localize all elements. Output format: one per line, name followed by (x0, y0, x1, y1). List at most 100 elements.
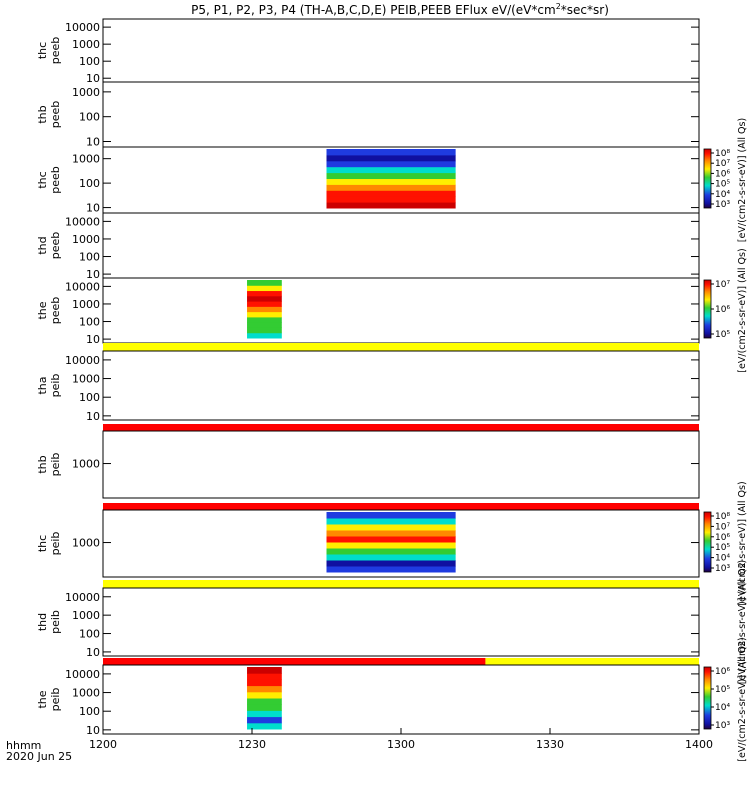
y-tick-label: 10 (86, 646, 100, 659)
y-tick-label: 10000 (65, 591, 100, 604)
panel-ylabel-probe: thb (36, 105, 49, 123)
colorbar-tick-label: 10⁷ (715, 280, 730, 290)
flag-bar-segment (103, 580, 699, 588)
flag-bar-segment (103, 424, 699, 431)
spectrogram-band (247, 332, 282, 339)
spectrogram-band (247, 306, 282, 313)
panel-ylabel-probe: thb (36, 455, 49, 473)
panel-frame (102, 509, 700, 578)
colorbar-tick-label: 10⁶ (715, 533, 730, 543)
y-tick-label: 100 (79, 628, 100, 641)
colorbar-label: [eV/(cm2-s-sr-eV)] (All Qs) (737, 248, 748, 372)
panel-2: 1000 100 10 thb peeb (36, 81, 700, 148)
spectrogram-band (247, 698, 282, 705)
panel-ylabel-probe: thc (36, 42, 49, 59)
spectrogram-block (326, 512, 456, 573)
y-tick-label: 1000 (72, 373, 100, 386)
colorbar-tick-label: 10⁴ (715, 554, 730, 564)
panel-ylabel-instrument: peib (49, 374, 62, 398)
y-tick-label: 1000 (72, 38, 100, 51)
spectrogram-band (247, 704, 282, 711)
colorbar-tick-label: 10³ (715, 721, 730, 731)
y-tick-label: 100 (79, 391, 100, 404)
flag-bar-segment (103, 343, 699, 351)
colorbar-tick-label: 10³ (715, 564, 730, 574)
panel-ylabel-instrument: peib (49, 688, 62, 712)
spectrogram-band (326, 184, 456, 191)
spectrogram-block (326, 149, 456, 209)
colorbar: 10⁷ 10⁶ 10⁵ (703, 279, 730, 340)
panel-ylabel-instrument: peib (49, 610, 62, 634)
colorbar-tick-label: 10⁴ (715, 190, 730, 200)
panel-ylabel-probe: the (36, 301, 49, 319)
spectrogram-band (326, 196, 456, 203)
panel-ylabel-instrument: peib (49, 453, 62, 477)
spectrogram-band (247, 311, 282, 318)
spectrogram-block (247, 280, 282, 339)
x-axis-label: hhmm (6, 739, 41, 752)
panel-6: 10000 1000 100 10 tha peib (36, 343, 700, 423)
spectrogram-band (326, 172, 456, 179)
y-tick-label: 10 (86, 135, 100, 148)
spectrogram-band (247, 673, 282, 680)
panel-frame (102, 81, 700, 148)
colorbar-label: [eV/(cm2-s-sr-eV)] (All Qs) (737, 560, 748, 684)
spectrogram-band (326, 536, 456, 543)
panel-ylabel-instrument: peeb (49, 37, 62, 65)
flag-bar-segment (103, 503, 699, 510)
colorbar-tick-label: 10⁵ (715, 180, 730, 190)
y-tick-label: 10000 (65, 354, 100, 367)
colorbar-tick-label: 10⁵ (715, 685, 730, 695)
spectrogram-band (247, 679, 282, 687)
colorbar-tick-label: 10⁸ (715, 149, 730, 159)
spectrogram-band (247, 691, 282, 699)
y-tick-label: 10 (86, 410, 100, 423)
panel-frame (102, 430, 700, 499)
panel-ylabel-instrument: peeb (49, 101, 62, 129)
panel-ylabel-instrument: peeb (49, 232, 62, 260)
x-tick-label: 1400 (685, 738, 713, 751)
y-tick-label: 100 (79, 705, 100, 718)
colorbar-tick-label: 10⁷ (715, 159, 730, 169)
spectrogram-band (247, 685, 282, 693)
spectrogram-band (247, 710, 282, 718)
y-tick-label: 1000 (72, 537, 100, 550)
y-tick-label: 1000 (72, 153, 100, 166)
y-tick-label: 100 (79, 177, 100, 190)
colorbar: 10⁶ 10⁵ 10⁴ 10³ (703, 666, 730, 731)
spectrogram-band (247, 285, 282, 292)
colorbar-tick-label: 10³ (715, 200, 730, 210)
colorbar-tick-label: 10⁸ (715, 512, 730, 522)
spectrogram-band (326, 202, 456, 209)
y-tick-label: 10 (86, 72, 100, 85)
x-tick-label: 1200 (89, 738, 117, 751)
panel-1: 10000 1000 100 10 thc peeb (36, 18, 700, 85)
x-tick-label: 1300 (387, 738, 415, 751)
spectrogram-band (247, 722, 282, 730)
panel-frame (102, 277, 700, 344)
y-tick-label: 10000 (65, 668, 100, 681)
colorbar-tick-label: 10⁶ (715, 169, 730, 179)
panel-frame (102, 18, 700, 83)
colorbar-label: [eV/(cm2-s-sr-eV)] (All Qs) (737, 481, 748, 605)
y-tick-label: 10000 (65, 215, 100, 228)
y-tick-label: 100 (79, 251, 100, 264)
panel-ylabel-probe: thd (36, 236, 49, 254)
colorbar-label: [eV/(cm2-s-sr-eV)] (All Qs) (737, 118, 748, 242)
colorbar-tick-label: 10⁶ (715, 305, 730, 315)
panel-ylabel-instrument: peeb (49, 166, 62, 194)
y-tick-label: 10 (86, 268, 100, 281)
spectrogram-band (247, 322, 282, 328)
spectrogram-band (247, 290, 282, 297)
panel-ylabel-probe: tha (36, 376, 49, 394)
spectrogram-band (247, 716, 282, 724)
colorbar-tick-label: 10⁵ (715, 543, 730, 553)
x-tick-label: 1230 (238, 738, 266, 751)
spectrogram-band (326, 178, 456, 185)
spectrogram-block (247, 667, 282, 730)
y-tick-label: 10 (86, 724, 100, 737)
